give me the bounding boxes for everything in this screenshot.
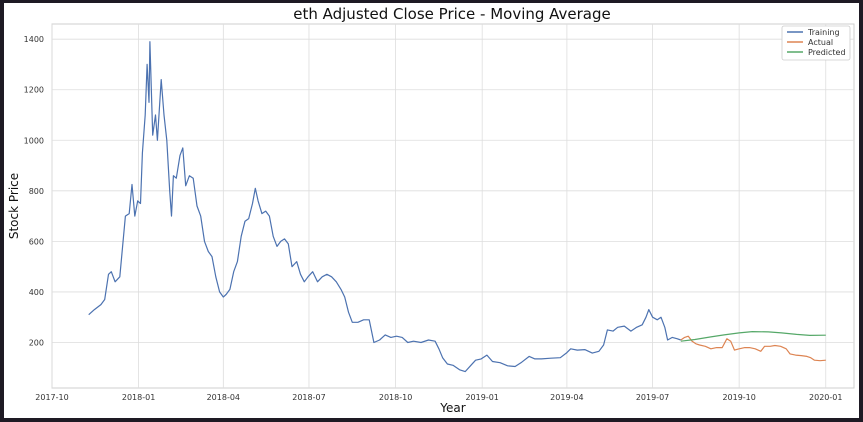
x-tick-label: 2018-07: [292, 393, 325, 402]
x-axis-label: Year: [439, 401, 465, 415]
x-tick-label: 2018-10: [379, 393, 412, 402]
series-lines: [88, 41, 826, 373]
x-tick-label: 2018-04: [207, 393, 240, 402]
y-tick-labels: 200 400 600 800 1000 1200 1400: [24, 35, 44, 347]
y-tick-label: 1200: [24, 86, 44, 95]
legend-label-training: Training: [807, 28, 840, 37]
series-line-training: [88, 41, 681, 373]
series-line-predicted: [680, 331, 826, 342]
y-tick-label: 600: [29, 237, 44, 246]
x-tick-label: 2019-07: [636, 393, 669, 402]
chart-title: eth Adjusted Close Price - Moving Averag…: [293, 5, 611, 23]
y-tick-label: 800: [29, 187, 44, 196]
x-gridlines: [51, 24, 827, 388]
legend-label-actual: Actual: [808, 38, 833, 47]
x-tick-label: 2017-10: [35, 393, 68, 402]
x-tick-label: 2019-01: [465, 393, 498, 402]
y-gridlines: [52, 38, 854, 343]
legend-label-predicted: Predicted: [808, 48, 846, 57]
series-line-actual: [680, 335, 826, 362]
x-tick-label: 2020-01: [809, 393, 842, 402]
y-tick-label: 1400: [24, 35, 44, 44]
y-tick-label: 1000: [24, 136, 44, 145]
y-axis-label: Stock Price: [7, 173, 21, 239]
x-tick-labels: 2017-10 2018-01 2018-04 2018-07 2018-10 2019-…: [35, 393, 842, 402]
y-tick-label: 400: [29, 288, 44, 297]
x-tick-label: 2019-04: [550, 393, 583, 402]
x-tick-label: 2019-10: [722, 393, 755, 402]
plot-area: [51, 23, 855, 389]
x-tick-label: 2018-01: [122, 393, 155, 402]
y-tick-label: 200: [29, 339, 44, 348]
